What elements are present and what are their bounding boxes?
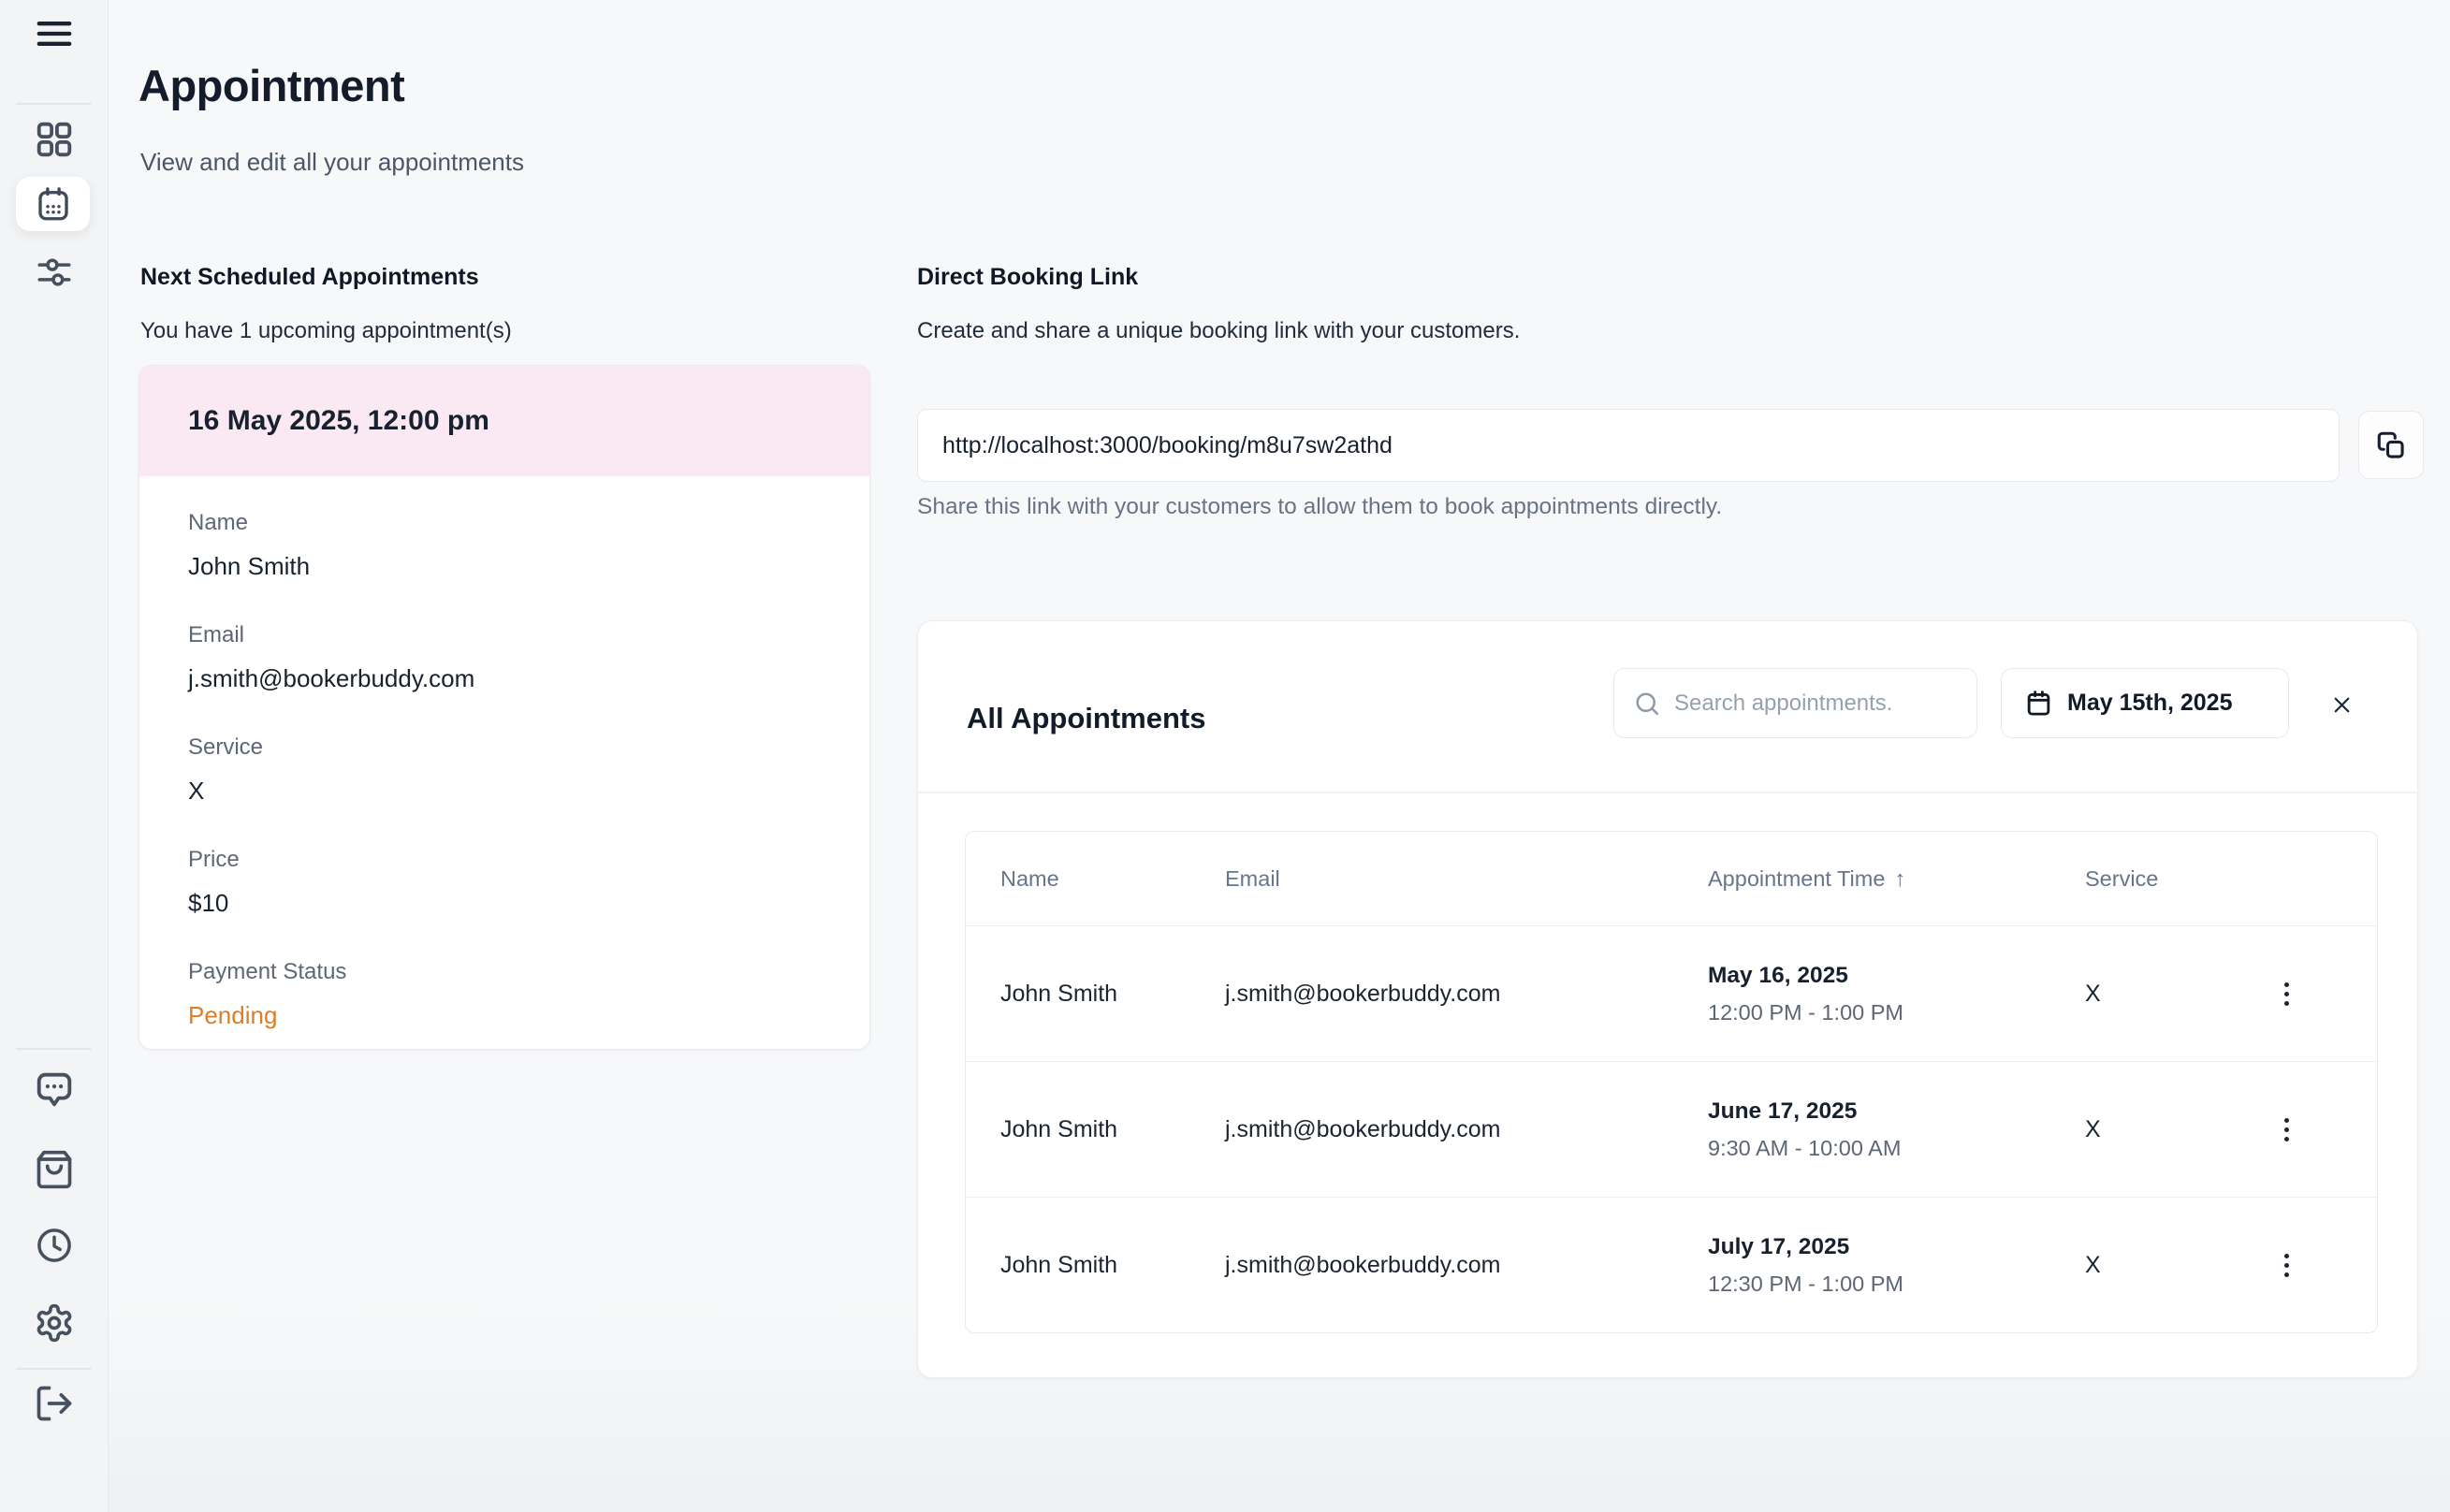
- copy-icon: [2377, 431, 2404, 458]
- sidebar-item-services[interactable]: [33, 253, 76, 292]
- calendar-icon: [2027, 691, 2050, 716]
- menu-button[interactable]: [34, 17, 75, 51]
- appointment-date: July 17, 2025: [1708, 1233, 1850, 1259]
- hamburger-menu-icon: [36, 22, 71, 46]
- cell-appointment-time: June 17, 2025 9:30 AM - 10:00 AM: [1708, 1098, 2085, 1161]
- date-filter-label: May 15th, 2025: [2067, 690, 2233, 716]
- sidebar-divider-top: [16, 103, 91, 105]
- table-header-row: Name Email Appointment Time ↑ Service: [966, 832, 2377, 925]
- field-service: Service X: [188, 734, 821, 806]
- field-value: John Smith: [188, 552, 311, 580]
- sidebar-item-chat[interactable]: [33, 1069, 76, 1112]
- copy-link-button[interactable]: [2358, 411, 2424, 479]
- chat-bubble-icon: [36, 1072, 71, 1107]
- cell-email: j.smith@bookerbuddy.com: [1225, 1251, 1501, 1278]
- table-row: John Smith j.smith@bookerbuddy.com June …: [966, 1061, 2377, 1197]
- booking-link-helper: Share this link with your customers to a…: [917, 494, 1723, 519]
- date-filter-button[interactable]: May 15th, 2025: [2001, 668, 2289, 738]
- card-header-divider: [918, 792, 2417, 793]
- all-appointments-heading: All Appointments: [967, 702, 1206, 734]
- table-row: John Smith j.smith@bookerbuddy.com May 1…: [966, 925, 2377, 1061]
- sidebar-divider-logout: [16, 1368, 91, 1370]
- appointment-hours: 12:30 PM - 1:00 PM: [1708, 1271, 1903, 1296]
- appointment-date: June 17, 2025: [1708, 1098, 1858, 1124]
- shopping-bag-icon: [36, 1150, 71, 1189]
- field-value: $10: [188, 889, 229, 917]
- booking-link-input[interactable]: [917, 409, 2340, 482]
- field-value: j.smith@bookerbuddy.com: [188, 664, 475, 692]
- page-subtitle: View and edit all your appointments: [140, 148, 524, 176]
- all-appointments-card: All Appointments May 15th, 2025 Name Ema…: [917, 620, 2418, 1378]
- search-input[interactable]: [1674, 690, 1955, 717]
- column-header-service: Service: [2085, 865, 2159, 891]
- cell-name: John Smith: [1000, 1115, 1118, 1142]
- payment-status-badge: Pending: [188, 1001, 278, 1029]
- sidebar-divider-bottom-group: [16, 1048, 91, 1050]
- appointment-hours: 12:00 PM - 1:00 PM: [1708, 999, 1903, 1025]
- field-price: Price $10: [188, 847, 821, 918]
- column-header-appointment-time[interactable]: Appointment Time ↑: [1708, 866, 2085, 892]
- row-actions-menu-icon[interactable]: [2272, 1253, 2300, 1277]
- booking-link-description: Create and share a unique booking link w…: [917, 318, 1521, 343]
- appointment-datetime: 16 May 2025, 12:00 pm: [188, 405, 489, 436]
- sidebar-item-history[interactable]: [35, 1226, 74, 1265]
- dashboard-grid-icon: [36, 122, 71, 157]
- booking-link-heading: Direct Booking Link: [917, 264, 1139, 290]
- next-scheduled-heading: Next Scheduled Appointments: [140, 264, 479, 290]
- field-label: Name: [188, 510, 249, 535]
- field-label: Payment Status: [188, 959, 347, 984]
- field-payment-status: Payment Status Pending: [188, 959, 821, 1030]
- cell-appointment-time: July 17, 2025 12:30 PM - 1:00 PM: [1708, 1234, 2085, 1297]
- appointment-hours: 9:30 AM - 10:00 AM: [1708, 1135, 1902, 1160]
- clear-date-filter-button[interactable]: [2327, 691, 2355, 719]
- sliders-icon: [37, 258, 70, 286]
- cell-appointment-time: May 16, 2025 12:00 PM - 1:00 PM: [1708, 963, 2085, 1025]
- column-header-name: Name: [1000, 865, 1059, 891]
- clock-icon: [36, 1228, 71, 1262]
- settings-gear-icon: [36, 1303, 71, 1343]
- sidebar-item-dashboard[interactable]: [33, 118, 76, 161]
- appointment-fields: Name John Smith Email j.smith@bookerbudd…: [139, 476, 869, 1030]
- search-box: [1613, 668, 1977, 738]
- sort-asc-arrow-icon: ↑: [1894, 865, 1906, 891]
- sidebar-item-settings[interactable]: [34, 1302, 75, 1344]
- field-label: Price: [188, 847, 240, 872]
- appointment-date: May 16, 2025: [1708, 962, 1848, 988]
- field-label: Service: [188, 734, 264, 760]
- page-title: Appointment: [139, 61, 405, 110]
- column-header-time-label: Appointment Time: [1708, 865, 1886, 891]
- table-row: John Smith j.smith@bookerbuddy.com July …: [966, 1197, 2377, 1332]
- close-icon: [2334, 697, 2349, 712]
- appointment-datetime-banner: 16 May 2025, 12:00 pm: [139, 366, 869, 476]
- search-icon: [1636, 692, 1659, 715]
- logout-icon: [36, 1386, 71, 1421]
- appointments-table: Name Email Appointment Time ↑ Service Jo…: [965, 831, 2378, 1333]
- next-scheduled-subheading: You have 1 upcoming appointment(s): [140, 318, 512, 343]
- cell-service: X: [2085, 1251, 2101, 1278]
- sidebar-item-appointments[interactable]: [16, 177, 90, 231]
- cell-email: j.smith@bookerbuddy.com: [1225, 980, 1501, 1007]
- cell-name: John Smith: [1000, 1251, 1118, 1278]
- sidebar: [0, 0, 109, 1512]
- cell-email: j.smith@bookerbuddy.com: [1225, 1115, 1501, 1142]
- field-value: X: [188, 777, 205, 805]
- field-name: Name John Smith: [188, 510, 821, 581]
- column-header-email: Email: [1225, 865, 1280, 891]
- cell-service: X: [2085, 1115, 2101, 1142]
- cell-name: John Smith: [1000, 980, 1118, 1007]
- sidebar-item-logout[interactable]: [34, 1383, 75, 1424]
- row-actions-menu-icon[interactable]: [2272, 981, 2300, 1006]
- next-appointment-card: 16 May 2025, 12:00 pm Name John Smith Em…: [139, 365, 870, 1050]
- row-actions-menu-icon[interactable]: [2272, 1117, 2300, 1141]
- cell-service: X: [2085, 980, 2101, 1007]
- field-email: Email j.smith@bookerbuddy.com: [188, 622, 821, 693]
- field-label: Email: [188, 622, 245, 647]
- sidebar-item-orders[interactable]: [34, 1149, 75, 1190]
- calendar-icon: [37, 187, 68, 221]
